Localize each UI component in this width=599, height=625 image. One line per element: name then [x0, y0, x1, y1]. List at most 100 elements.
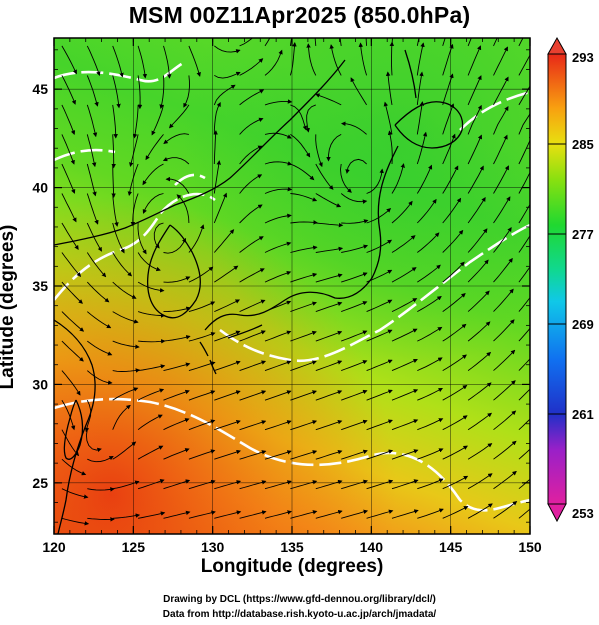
streamline [86, 281, 110, 303]
streamline [467, 165, 484, 194]
streamline [264, 330, 292, 342]
streamline [493, 288, 514, 312]
isotherm-line [174, 173, 206, 186]
streamline [163, 362, 191, 372]
streamline [87, 487, 115, 492]
streamline [341, 449, 368, 460]
streamline [111, 163, 116, 198]
streamline [442, 73, 454, 106]
streamline [442, 384, 468, 401]
streamline [442, 506, 469, 519]
streamline [366, 299, 393, 313]
streamline [239, 390, 267, 401]
streamline [341, 479, 368, 490]
streamline [61, 488, 89, 499]
y-axis-ticks: 25 30 35 40 45 [32, 49, 530, 523]
streamline [417, 295, 442, 312]
streamline [518, 327, 530, 342]
streamline [442, 261, 465, 283]
streamline [61, 163, 76, 194]
streamline [289, 38, 293, 46]
streamline [290, 450, 318, 460]
streamline [417, 418, 444, 431]
streamline [188, 266, 214, 283]
streamline [151, 104, 164, 136]
streamline [61, 399, 76, 431]
streamline [112, 387, 139, 401]
streamline [417, 264, 441, 283]
streamline [112, 480, 140, 490]
streamline [350, 77, 367, 106]
streamline [239, 330, 266, 342]
streamline [417, 508, 444, 519]
streamline [137, 45, 148, 79]
streamline [341, 419, 368, 431]
streamline [467, 104, 482, 135]
streamline [442, 475, 469, 490]
temperature-field [54, 38, 530, 534]
streamline [61, 370, 81, 396]
streamline [239, 299, 266, 313]
streamline [442, 415, 468, 431]
streamline [442, 165, 459, 194]
streamline [85, 429, 102, 453]
streamline [341, 330, 368, 342]
streamline [290, 163, 315, 181]
streamline [169, 104, 190, 129]
streamline [290, 104, 308, 131]
streamline [61, 517, 90, 526]
streamline [264, 480, 292, 490]
coastline [63, 399, 84, 460]
streamline [493, 165, 509, 194]
isotherm-line [54, 148, 116, 162]
streamline [467, 473, 493, 490]
streamline [87, 340, 113, 356]
streamline [314, 38, 317, 46]
streamline [493, 196, 511, 224]
streamline [264, 241, 292, 253]
streamline [467, 38, 472, 47]
streamline [111, 134, 116, 169]
streamline [366, 239, 393, 253]
streamline [391, 509, 419, 519]
streamline [188, 419, 216, 431]
streamline [366, 419, 393, 431]
streamline [493, 380, 516, 401]
coastline [204, 145, 399, 331]
streamline [290, 193, 318, 202]
streamline [417, 448, 444, 460]
streamline [112, 340, 140, 349]
streamline [264, 213, 292, 224]
streamline [188, 390, 216, 401]
streamline [137, 414, 163, 431]
streamline [239, 204, 263, 224]
colorbar-ticks: 293 285 277 269 261 253 [548, 50, 594, 521]
streamline [112, 281, 137, 299]
streamline [61, 429, 80, 457]
streamline [153, 222, 164, 249]
streamline [391, 163, 405, 194]
streamline [383, 101, 393, 135]
streamline [86, 75, 99, 107]
streamline [176, 194, 190, 224]
colorbar: 293 285 277 269 261 253 [547, 36, 594, 523]
streamline [86, 252, 107, 278]
streamline [264, 99, 293, 106]
streamline [213, 229, 235, 253]
streamline [315, 163, 334, 190]
coastline [54, 319, 96, 534]
streamline [493, 134, 508, 165]
streamline [86, 134, 97, 168]
streamline [127, 163, 139, 196]
streamline [339, 38, 342, 46]
streamline [86, 222, 102, 252]
streamline [365, 38, 368, 46]
streamline [417, 387, 443, 401]
streamline [142, 193, 164, 214]
credit-data-source: Data from http://database.rish.kyoto-u.a… [162, 609, 437, 620]
streamline [87, 517, 115, 522]
streamline [341, 272, 368, 283]
colorbar-tick-label: 261 [572, 407, 594, 422]
x-tick-label: 125 [122, 539, 146, 555]
